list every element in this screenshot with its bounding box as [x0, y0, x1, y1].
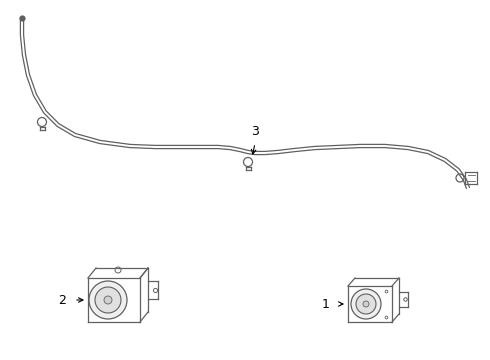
Circle shape	[363, 301, 369, 307]
Text: 1: 1	[322, 297, 330, 310]
Circle shape	[356, 294, 376, 314]
Circle shape	[95, 287, 121, 313]
Circle shape	[104, 296, 112, 304]
Text: 2: 2	[58, 293, 66, 306]
Circle shape	[89, 281, 127, 319]
Text: 3: 3	[251, 125, 259, 138]
Circle shape	[351, 289, 381, 319]
